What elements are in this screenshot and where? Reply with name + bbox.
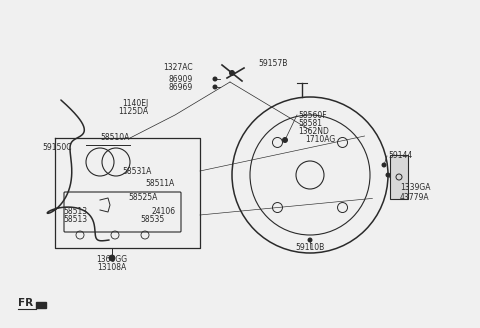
Text: 59144: 59144 — [388, 151, 412, 159]
Text: 1339GA: 1339GA — [400, 183, 431, 193]
Text: 1140EJ: 1140EJ — [122, 98, 148, 108]
Text: 1125DA: 1125DA — [118, 107, 148, 115]
Polygon shape — [36, 302, 46, 308]
Text: 13108A: 13108A — [97, 263, 127, 273]
Circle shape — [385, 173, 391, 177]
Text: 58535: 58535 — [140, 215, 164, 224]
Circle shape — [109, 255, 115, 261]
Text: 58525A: 58525A — [128, 193, 157, 201]
Text: 59150C: 59150C — [43, 144, 72, 153]
Text: 1710AG: 1710AG — [305, 134, 335, 144]
Text: 1362ND: 1362ND — [298, 127, 329, 135]
Text: FR: FR — [18, 298, 33, 308]
Text: 58511A: 58511A — [145, 178, 174, 188]
Circle shape — [308, 237, 312, 242]
Text: 86969: 86969 — [169, 84, 193, 92]
Text: 58560F: 58560F — [298, 111, 326, 119]
Circle shape — [382, 162, 386, 168]
Text: 59157B: 59157B — [258, 59, 288, 69]
Text: 1360GG: 1360GG — [96, 256, 128, 264]
Circle shape — [213, 85, 217, 90]
Text: 43779A: 43779A — [400, 194, 430, 202]
Circle shape — [213, 76, 217, 81]
Circle shape — [282, 137, 288, 143]
Text: 86909: 86909 — [169, 75, 193, 85]
Text: 58513: 58513 — [63, 208, 87, 216]
Circle shape — [229, 70, 235, 76]
Text: 1327AC: 1327AC — [163, 64, 193, 72]
Text: 24106: 24106 — [152, 208, 176, 216]
Text: 58531A: 58531A — [122, 168, 151, 176]
Text: 58513: 58513 — [63, 215, 87, 224]
Text: 58581: 58581 — [298, 118, 322, 128]
FancyBboxPatch shape — [390, 155, 408, 199]
Text: 59110B: 59110B — [295, 243, 324, 253]
Text: 58510A: 58510A — [100, 133, 130, 142]
